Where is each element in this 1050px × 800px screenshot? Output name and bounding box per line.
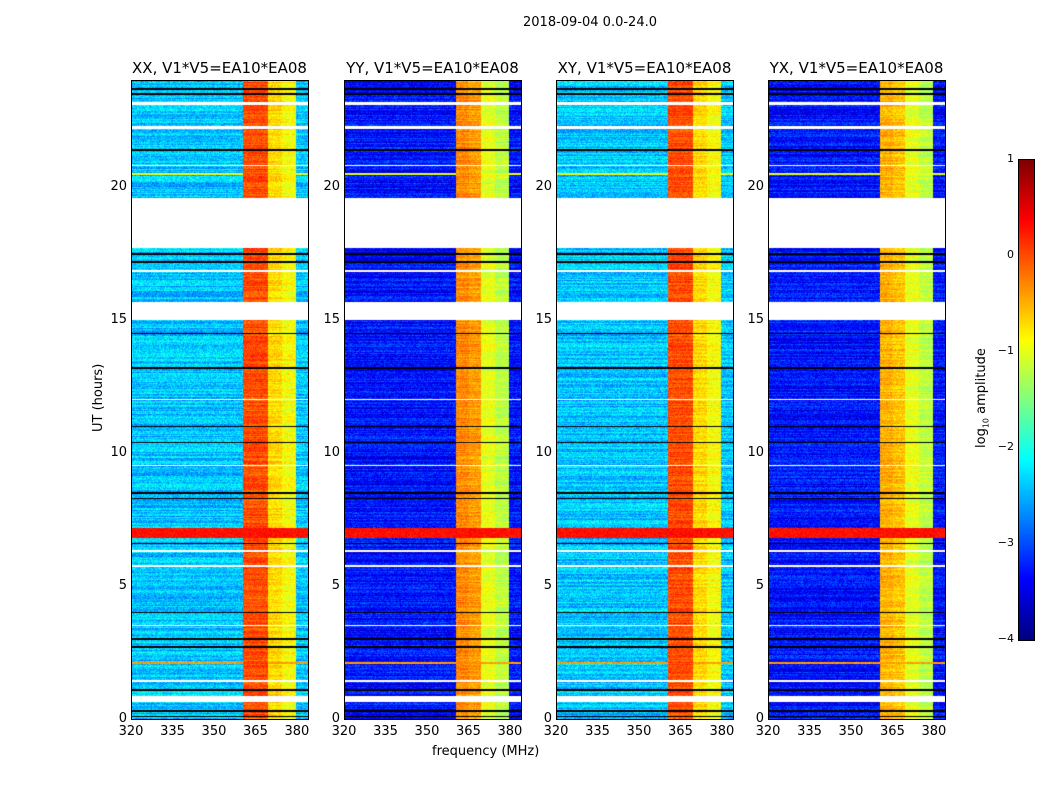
heatmap-cells [132, 81, 308, 719]
colorbar-tick-label: −1 [997, 344, 1014, 357]
figure-title: 2018-09-04 0.0-24.0 [523, 15, 657, 30]
x-tick-label: 335 [797, 724, 822, 739]
colorbar-tick-label: −4 [997, 632, 1014, 645]
y-tick-label: 15 [323, 311, 340, 327]
x-tick-label: 380 [497, 724, 523, 739]
panel-title: XX, V1*V5=EA10*EA08 [132, 59, 307, 77]
heatmap-cells [557, 81, 733, 719]
y-tick-label: 5 [755, 577, 764, 593]
colorbar [1018, 159, 1035, 641]
y-tick-label: 0 [543, 711, 552, 726]
heatmap-panel-0 [131, 80, 309, 720]
x-tick-label: 335 [585, 724, 610, 739]
colorbar-tick-label: −2 [997, 440, 1014, 453]
x-axis-label: frequency (MHz) [432, 744, 540, 759]
x-tick-label: 335 [160, 724, 185, 739]
x-tick-label: 365 [668, 724, 693, 739]
x-tick-label: 320 [118, 724, 144, 739]
x-tick-label: 350 [201, 724, 227, 739]
x-tick-label: 320 [755, 724, 781, 739]
colorbar-tick-label: −3 [997, 536, 1014, 549]
y-tick-label: 0 [118, 711, 127, 726]
panel-title: YX, V1*V5=EA10*EA08 [769, 59, 944, 77]
y-tick-label: 20 [747, 178, 764, 194]
colorbar-label-main: log [974, 428, 989, 448]
x-tick-label: 380 [284, 724, 310, 739]
panel-title: YY, V1*V5=EA10*EA08 [346, 59, 519, 77]
y-tick-label: 5 [331, 577, 340, 593]
colorbar-label: log10 amplitude [974, 348, 991, 448]
colorbar-label-tail: amplitude [974, 348, 989, 418]
y-tick-label: 20 [535, 178, 552, 194]
x-tick-label: 350 [414, 724, 440, 739]
colorbar-tick-label: 0 [1007, 248, 1014, 261]
y-tick-label: 5 [118, 577, 127, 593]
heatmap-cells [769, 81, 945, 719]
x-tick-label: 350 [626, 724, 652, 739]
x-tick-label: 320 [331, 724, 357, 739]
panel-title: XY, V1*V5=EA10*EA08 [557, 59, 732, 77]
y-tick-label: 0 [755, 711, 764, 726]
y-tick-label: 5 [543, 577, 552, 593]
y-tick-label: 15 [110, 311, 127, 327]
heatmap-panel-1 [344, 80, 522, 720]
heatmap-panel-2 [556, 80, 734, 720]
y-tick-label: 10 [110, 444, 127, 460]
y-tick-label: 20 [323, 178, 340, 194]
x-tick-label: 365 [880, 724, 905, 739]
x-tick-label: 380 [921, 724, 947, 739]
y-tick-label: 0 [331, 711, 340, 726]
y-tick-label: 10 [535, 444, 552, 460]
x-tick-label: 335 [373, 724, 398, 739]
heatmap-cells [345, 81, 521, 719]
y-axis-label: UT (hours) [91, 363, 106, 432]
x-tick-label: 350 [838, 724, 864, 739]
colorbar-tick-label: 1 [1007, 152, 1014, 165]
y-tick-label: 10 [323, 444, 340, 460]
x-tick-label: 365 [456, 724, 481, 739]
heatmap-panel-3 [768, 80, 946, 720]
y-tick-label: 15 [535, 311, 552, 327]
y-tick-label: 10 [747, 444, 764, 460]
x-tick-label: 320 [543, 724, 569, 739]
y-tick-label: 15 [747, 311, 764, 327]
x-tick-label: 365 [243, 724, 268, 739]
colorbar-label-sub: 10 [981, 417, 991, 429]
y-tick-label: 20 [110, 178, 127, 194]
x-tick-label: 380 [709, 724, 735, 739]
